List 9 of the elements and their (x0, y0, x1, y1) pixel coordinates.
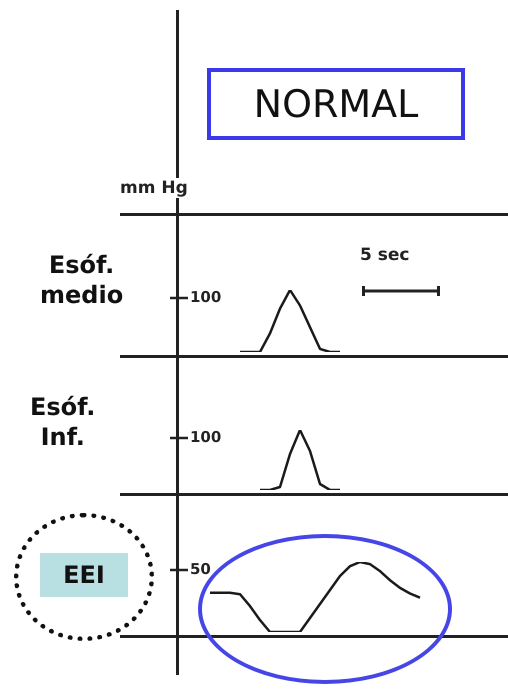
y-axis-title: Esóf. Inf. (30, 392, 96, 452)
text: NORMAL (207, 68, 465, 140)
annotation: 50 (190, 560, 211, 578)
y-axis-title: Esóf. medio (40, 250, 124, 310)
text: mm Hg (118, 178, 190, 198)
y-axis-title: EEI (40, 553, 128, 597)
annotation: 100 (190, 428, 222, 446)
text: 5 sec (360, 245, 410, 265)
annotation: 100 (190, 288, 222, 306)
